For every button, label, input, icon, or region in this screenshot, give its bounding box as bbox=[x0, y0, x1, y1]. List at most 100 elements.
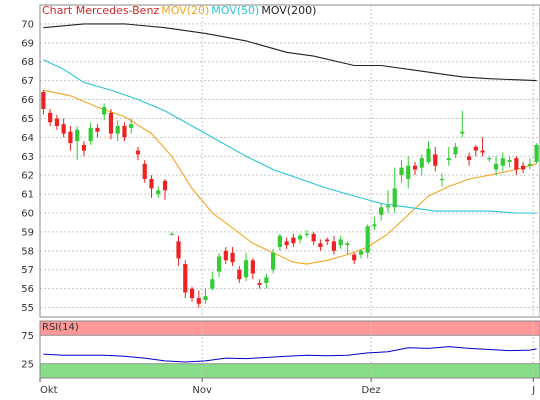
candle-body-42 bbox=[325, 239, 330, 242]
candle-56 bbox=[419, 154, 424, 176]
mov200-line bbox=[43, 23, 537, 82]
candle-8 bbox=[95, 124, 100, 138]
candle-body-44 bbox=[338, 239, 343, 246]
candle-body-27 bbox=[223, 250, 228, 261]
candle-body-16 bbox=[149, 178, 154, 189]
price-tick-60: 60 bbox=[21, 209, 34, 220]
candle-body-35 bbox=[277, 235, 282, 248]
candle-body-10 bbox=[108, 112, 114, 134]
candle-body-52 bbox=[392, 188, 397, 208]
candle-body-68 bbox=[500, 158, 505, 166]
mov50-line bbox=[43, 59, 537, 214]
candle-body-28 bbox=[230, 252, 235, 263]
candle-69 bbox=[507, 156, 512, 168]
candle-body-5 bbox=[75, 129, 80, 142]
candle-40 bbox=[311, 231, 316, 246]
rsi-panel-frame bbox=[39, 320, 540, 379]
candle-body-31 bbox=[250, 260, 255, 274]
candle-29 bbox=[237, 265, 242, 283]
candle-10 bbox=[108, 109, 114, 140]
candle-body-21 bbox=[183, 264, 188, 293]
legend-entry-1: MOV(20) bbox=[161, 4, 209, 17]
candle-22 bbox=[189, 286, 195, 302]
candle-body-53 bbox=[399, 167, 404, 176]
candle-body-41 bbox=[318, 243, 323, 248]
candle-64 bbox=[473, 144, 478, 157]
candle-3 bbox=[61, 118, 66, 138]
candle-65 bbox=[480, 137, 485, 157]
x-tick-J: J bbox=[531, 385, 535, 396]
candle-body-26 bbox=[216, 256, 222, 272]
candle-body-40 bbox=[311, 233, 316, 242]
candle-body-1 bbox=[48, 112, 53, 123]
candle-63 bbox=[466, 152, 472, 166]
price-tick-65: 65 bbox=[21, 114, 34, 125]
candle-body-2 bbox=[54, 118, 59, 127]
candle-28 bbox=[230, 247, 235, 266]
candle-35 bbox=[277, 233, 282, 251]
candle-body-32 bbox=[257, 282, 262, 285]
candle-43 bbox=[331, 235, 337, 255]
rsi-panel: 25 75 bbox=[21, 321, 540, 378]
candle-24 bbox=[203, 288, 208, 304]
candle-52 bbox=[392, 167, 397, 213]
candle-body-48 bbox=[365, 226, 370, 253]
price-tick-57: 57 bbox=[21, 265, 34, 276]
price-tick-69: 69 bbox=[21, 38, 34, 49]
candle-body-69 bbox=[507, 160, 512, 162]
candle-71 bbox=[521, 161, 526, 174]
x-tick-Okt: Okt bbox=[40, 385, 58, 396]
candle-body-46 bbox=[352, 254, 357, 261]
candle-body-13 bbox=[129, 124, 134, 128]
candle-body-34 bbox=[271, 252, 276, 270]
price-tick-58: 58 bbox=[21, 246, 34, 257]
candle-27 bbox=[223, 247, 228, 265]
rsi-tick-25: 25 bbox=[21, 359, 34, 370]
candle-50 bbox=[379, 203, 384, 221]
rsi-overbought-band bbox=[40, 321, 540, 336]
price-axis-ticks: 55 56 57 58 59 60 61 62 63 64 65 66 67 68 69 70 bbox=[21, 19, 34, 314]
candle-32 bbox=[257, 279, 262, 289]
candle-47 bbox=[358, 248, 364, 259]
candle-42 bbox=[325, 237, 330, 246]
price-tick-67: 67 bbox=[21, 76, 34, 87]
candle-body-4 bbox=[68, 131, 73, 144]
candle-body-67 bbox=[493, 163, 499, 170]
candle-61 bbox=[453, 143, 458, 159]
candle-48 bbox=[365, 224, 370, 259]
price-tick-61: 61 bbox=[21, 190, 34, 201]
candle-body-39 bbox=[304, 233, 309, 235]
candle-59 bbox=[439, 173, 445, 187]
price-tick-56: 56 bbox=[21, 284, 34, 295]
candle-body-49 bbox=[372, 224, 377, 227]
candle-body-59 bbox=[439, 178, 445, 181]
candle-53 bbox=[399, 160, 404, 183]
rsi-series-line bbox=[43, 346, 537, 363]
candle-16 bbox=[149, 175, 154, 198]
candle-13 bbox=[129, 118, 134, 134]
candle-body-55 bbox=[412, 165, 418, 170]
candle-body-25 bbox=[210, 279, 215, 289]
candle-body-8 bbox=[95, 127, 100, 132]
candle-body-54 bbox=[406, 165, 411, 179]
candle-45 bbox=[345, 241, 350, 255]
rsi-tick-75: 75 bbox=[21, 331, 34, 342]
price-tick-68: 68 bbox=[21, 57, 34, 68]
candle-body-36 bbox=[284, 241, 289, 246]
price-tick-66: 66 bbox=[21, 95, 34, 106]
candle-9 bbox=[102, 103, 107, 121]
candle-4 bbox=[68, 126, 73, 151]
price-tick-59: 59 bbox=[21, 227, 34, 238]
candle-body-24 bbox=[203, 296, 208, 300]
candle-body-18 bbox=[162, 180, 168, 191]
candle-58 bbox=[433, 146, 438, 172]
candle-0 bbox=[41, 90, 46, 115]
x-tick-Nov: Nov bbox=[192, 385, 212, 396]
candle-body-66 bbox=[487, 158, 492, 160]
candle-68 bbox=[500, 152, 505, 172]
candle-55 bbox=[412, 161, 418, 176]
candle-body-20 bbox=[176, 241, 181, 259]
candle-44 bbox=[338, 235, 343, 249]
legend-entry-3: MOV(200) bbox=[261, 4, 316, 17]
